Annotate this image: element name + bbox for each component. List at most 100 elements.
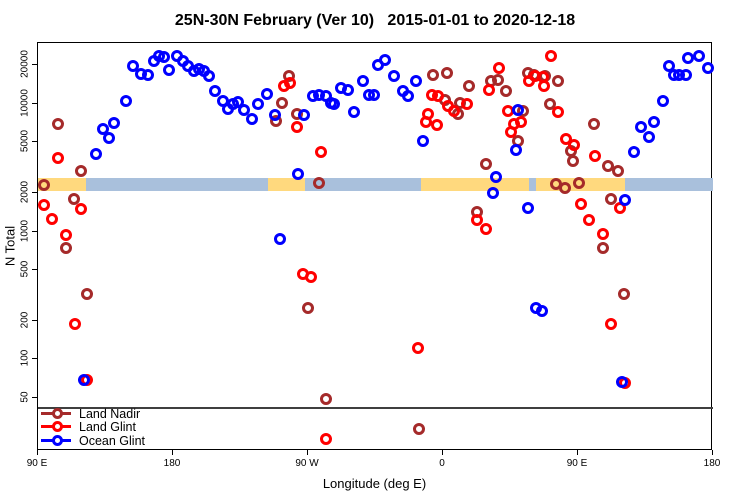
data-point bbox=[681, 51, 694, 64]
data-point bbox=[387, 70, 400, 83]
y-tick-label: 50 bbox=[19, 391, 31, 403]
data-point bbox=[284, 76, 296, 89]
data-point bbox=[480, 158, 493, 171]
data-point bbox=[120, 95, 133, 107]
land-ocean-map-band bbox=[38, 178, 713, 192]
data-point bbox=[462, 79, 475, 92]
data-point bbox=[567, 154, 580, 167]
data-point bbox=[51, 118, 64, 131]
x-tick-label: 90 W bbox=[295, 458, 319, 469]
data-point bbox=[90, 148, 103, 161]
data-point bbox=[81, 288, 94, 301]
legend-label: Ocean Glint bbox=[79, 433, 146, 448]
data-point bbox=[560, 133, 572, 146]
y-tick-label: 20000 bbox=[19, 50, 31, 79]
data-point bbox=[420, 116, 433, 129]
data-point bbox=[276, 96, 289, 109]
x-tick-label: 90 E bbox=[26, 458, 48, 469]
data-point bbox=[69, 318, 82, 331]
data-point bbox=[411, 342, 424, 355]
data-point bbox=[510, 143, 523, 156]
data-point bbox=[552, 74, 565, 87]
data-point bbox=[480, 222, 493, 235]
y-tick-mark bbox=[32, 141, 37, 143]
data-point bbox=[291, 167, 304, 180]
data-point bbox=[410, 74, 422, 87]
data-point bbox=[552, 105, 565, 118]
x-tick-label: 0 bbox=[439, 458, 445, 469]
y-tick-mark bbox=[32, 64, 37, 66]
data-point bbox=[342, 84, 355, 97]
data-point bbox=[269, 109, 281, 122]
data-point bbox=[368, 89, 380, 102]
data-point bbox=[486, 187, 499, 200]
data-point bbox=[297, 109, 310, 122]
data-point bbox=[512, 103, 524, 116]
data-point bbox=[702, 62, 715, 75]
data-point bbox=[402, 90, 415, 103]
data-point bbox=[78, 373, 91, 386]
reference-line bbox=[38, 406, 713, 409]
data-point bbox=[108, 117, 121, 130]
data-point bbox=[291, 121, 304, 134]
legend-label: Land Glint bbox=[79, 420, 136, 435]
data-point bbox=[38, 179, 50, 192]
legend-circle-marker bbox=[52, 421, 63, 433]
data-point bbox=[431, 119, 443, 132]
x-tick-mark bbox=[712, 450, 713, 455]
x-tick-label: 180 bbox=[703, 458, 721, 469]
data-point bbox=[348, 105, 361, 118]
y-tick-mark bbox=[32, 269, 37, 271]
legend-circle-marker bbox=[52, 434, 63, 446]
data-point bbox=[627, 146, 640, 158]
y-tick-label: 5000 bbox=[19, 130, 31, 153]
data-point bbox=[522, 201, 535, 214]
data-point bbox=[618, 288, 631, 301]
data-point bbox=[315, 146, 328, 158]
data-point bbox=[597, 242, 610, 255]
data-point bbox=[588, 149, 601, 162]
map-band-land-segment bbox=[267, 178, 305, 192]
data-point bbox=[492, 62, 505, 75]
data-point bbox=[60, 242, 73, 255]
data-point bbox=[68, 192, 80, 205]
data-point bbox=[545, 50, 557, 63]
data-point bbox=[605, 318, 617, 331]
data-point bbox=[615, 375, 628, 388]
data-point bbox=[162, 63, 175, 76]
map-band-land-segment bbox=[38, 178, 86, 192]
data-point bbox=[680, 69, 692, 82]
y-tick-mark bbox=[32, 358, 37, 360]
data-point bbox=[618, 194, 631, 207]
data-point bbox=[471, 214, 484, 227]
data-point bbox=[693, 50, 706, 63]
data-point bbox=[246, 113, 259, 126]
data-point bbox=[642, 131, 655, 143]
data-point bbox=[141, 69, 154, 82]
data-point bbox=[203, 70, 215, 83]
data-point bbox=[500, 84, 512, 97]
data-point bbox=[357, 74, 370, 87]
plot-area: Land Nadir Land Glint Ocean Glint bbox=[37, 42, 715, 450]
data-point bbox=[252, 97, 265, 110]
y-tick-label: 1000 bbox=[19, 219, 31, 242]
data-point bbox=[447, 104, 460, 117]
data-point bbox=[597, 228, 610, 241]
data-point bbox=[320, 392, 332, 405]
x-tick-mark bbox=[172, 450, 173, 455]
data-point bbox=[492, 73, 505, 86]
data-point bbox=[96, 123, 109, 135]
data-point bbox=[605, 192, 617, 205]
y-tick-mark bbox=[32, 192, 37, 194]
legend-circle-marker bbox=[52, 408, 63, 419]
data-point bbox=[320, 432, 332, 445]
data-point bbox=[489, 170, 502, 183]
data-point bbox=[426, 69, 439, 82]
legend-label: Land Nadir bbox=[79, 407, 141, 421]
y-tick-mark bbox=[32, 396, 37, 398]
data-point bbox=[657, 95, 670, 107]
data-point bbox=[312, 176, 325, 189]
x-tick-label: 90 E bbox=[566, 458, 588, 469]
data-point bbox=[582, 214, 595, 227]
data-point bbox=[273, 233, 286, 246]
